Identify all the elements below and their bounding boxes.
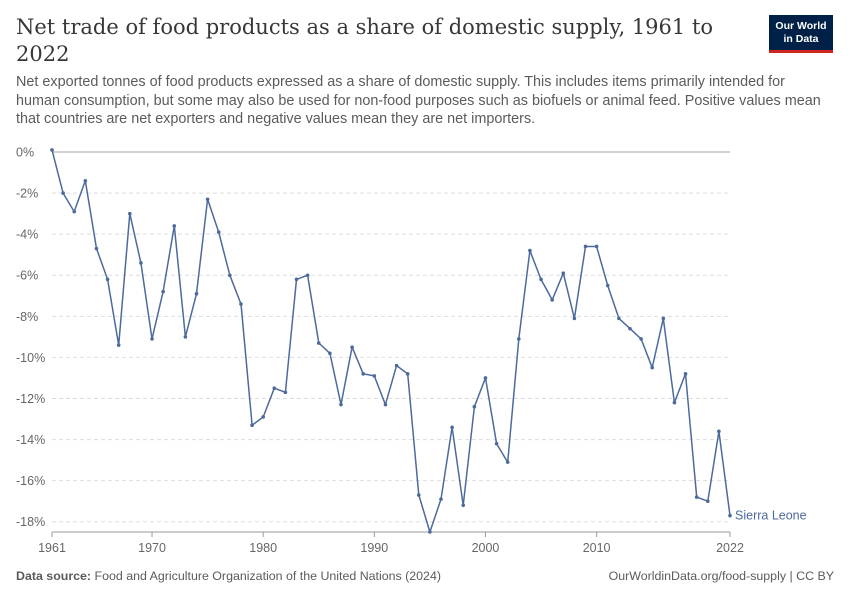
data-point[interactable] (439, 497, 443, 501)
data-point[interactable] (250, 423, 254, 427)
data-point[interactable] (94, 246, 99, 251)
data-point[interactable] (72, 209, 77, 214)
data-point[interactable] (728, 513, 732, 518)
data-point[interactable] (183, 335, 188, 339)
axis-layer: 0% -2% -4% -6% -8% -10% -12% -14% -16% -18% 1961 19… (16, 146, 744, 556)
logo-line-2: in Data (783, 32, 819, 45)
y-tick-label: -12% (16, 392, 45, 406)
data-point[interactable] (472, 404, 477, 409)
series-layer: Sierra Leone (50, 148, 807, 534)
data-point[interactable] (239, 302, 243, 306)
data-point[interactable] (416, 493, 421, 497)
data-point[interactable] (572, 316, 577, 321)
data-point[interactable] (550, 298, 554, 302)
data-point[interactable] (116, 343, 121, 347)
data-point[interactable] (339, 402, 343, 407)
data-point[interactable] (105, 277, 110, 282)
data-point[interactable] (205, 197, 210, 202)
data-point[interactable] (305, 273, 310, 278)
data-point[interactable] (328, 351, 332, 356)
y-tick-label: -14% (16, 433, 45, 447)
data-point[interactable] (705, 499, 710, 503)
x-tick-label: 1961 (38, 541, 66, 555)
data-point[interactable] (405, 372, 410, 376)
data-point[interactable] (150, 337, 154, 341)
owid-logo[interactable]: Our World in Data (769, 15, 833, 53)
y-tick-label: -8% (16, 310, 38, 324)
data-point[interactable] (450, 425, 454, 430)
data-point[interactable] (617, 316, 621, 321)
data-point[interactable] (717, 429, 721, 434)
data-point[interactable] (694, 495, 699, 499)
x-tick-label: 1990 (360, 541, 388, 555)
y-tick-label: -18% (16, 515, 45, 529)
data-point[interactable] (216, 230, 221, 234)
data-point[interactable] (350, 345, 354, 349)
data-point[interactable] (561, 271, 566, 275)
data-point[interactable] (483, 376, 488, 380)
data-source-text: Food and Agriculture Organization of the… (94, 569, 441, 583)
data-point[interactable] (528, 248, 532, 253)
data-point[interactable] (650, 365, 654, 370)
data-point[interactable] (361, 372, 366, 376)
data-point[interactable] (294, 277, 299, 282)
data-point[interactable] (139, 261, 143, 265)
data-point[interactable] (283, 390, 288, 395)
y-tick-label: -10% (16, 351, 45, 365)
x-tick-label: 1970 (138, 541, 166, 555)
data-point[interactable] (605, 283, 610, 288)
data-point[interactable] (172, 224, 177, 228)
data-point[interactable] (661, 316, 666, 321)
y-tick-label: -2% (16, 187, 38, 201)
chart-title: Net trade of food products as a share of… (16, 15, 714, 66)
data-point[interactable] (583, 244, 588, 249)
data-point[interactable] (505, 460, 510, 464)
data-point[interactable] (383, 402, 388, 407)
data-point[interactable] (372, 374, 377, 378)
data-point[interactable] (461, 503, 466, 508)
y-tick-label: -16% (16, 474, 45, 488)
grid-layer (52, 151, 730, 523)
logo-line-1: Our World (775, 20, 827, 32)
data-point[interactable] (194, 291, 199, 296)
series-line[interactable] (51, 149, 731, 533)
chart-subtitle: Net exported tonnes of food products exp… (16, 74, 821, 127)
data-point[interactable] (628, 326, 632, 331)
data-point[interactable] (228, 273, 232, 278)
data-point[interactable] (594, 244, 599, 249)
x-tick-label: 1980 (249, 541, 277, 555)
data-point[interactable] (272, 386, 277, 391)
x-tick-label: 2010 (583, 541, 611, 555)
data-point[interactable] (517, 337, 521, 341)
y-tick-label: -4% (16, 228, 38, 242)
data-point[interactable] (316, 341, 321, 345)
data-point[interactable] (161, 289, 165, 294)
data-point[interactable] (261, 415, 265, 419)
data-point[interactable] (672, 400, 677, 405)
x-tick-label: 2022 (716, 541, 744, 555)
y-tick-label: 0% (16, 146, 34, 160)
data-point[interactable] (639, 337, 643, 341)
data-source: Data source: Food and Agriculture Organi… (16, 569, 441, 583)
data-point[interactable] (683, 372, 688, 376)
x-tick-label: 2000 (472, 541, 500, 555)
data-point[interactable] (61, 191, 65, 195)
y-tick-label: -6% (16, 269, 38, 283)
data-point[interactable] (128, 211, 132, 216)
data-source-label: Data source: (16, 569, 92, 583)
data-point[interactable] (50, 148, 54, 152)
data-point[interactable] (494, 441, 499, 446)
data-point[interactable] (83, 178, 88, 183)
series-label: Sierra Leone (735, 509, 807, 523)
data-point[interactable] (539, 277, 543, 282)
data-point[interactable] (394, 363, 399, 368)
source-link[interactable]: OurWorldinData.org/food-supply | CC BY (608, 569, 834, 583)
data-point[interactable] (428, 530, 432, 534)
